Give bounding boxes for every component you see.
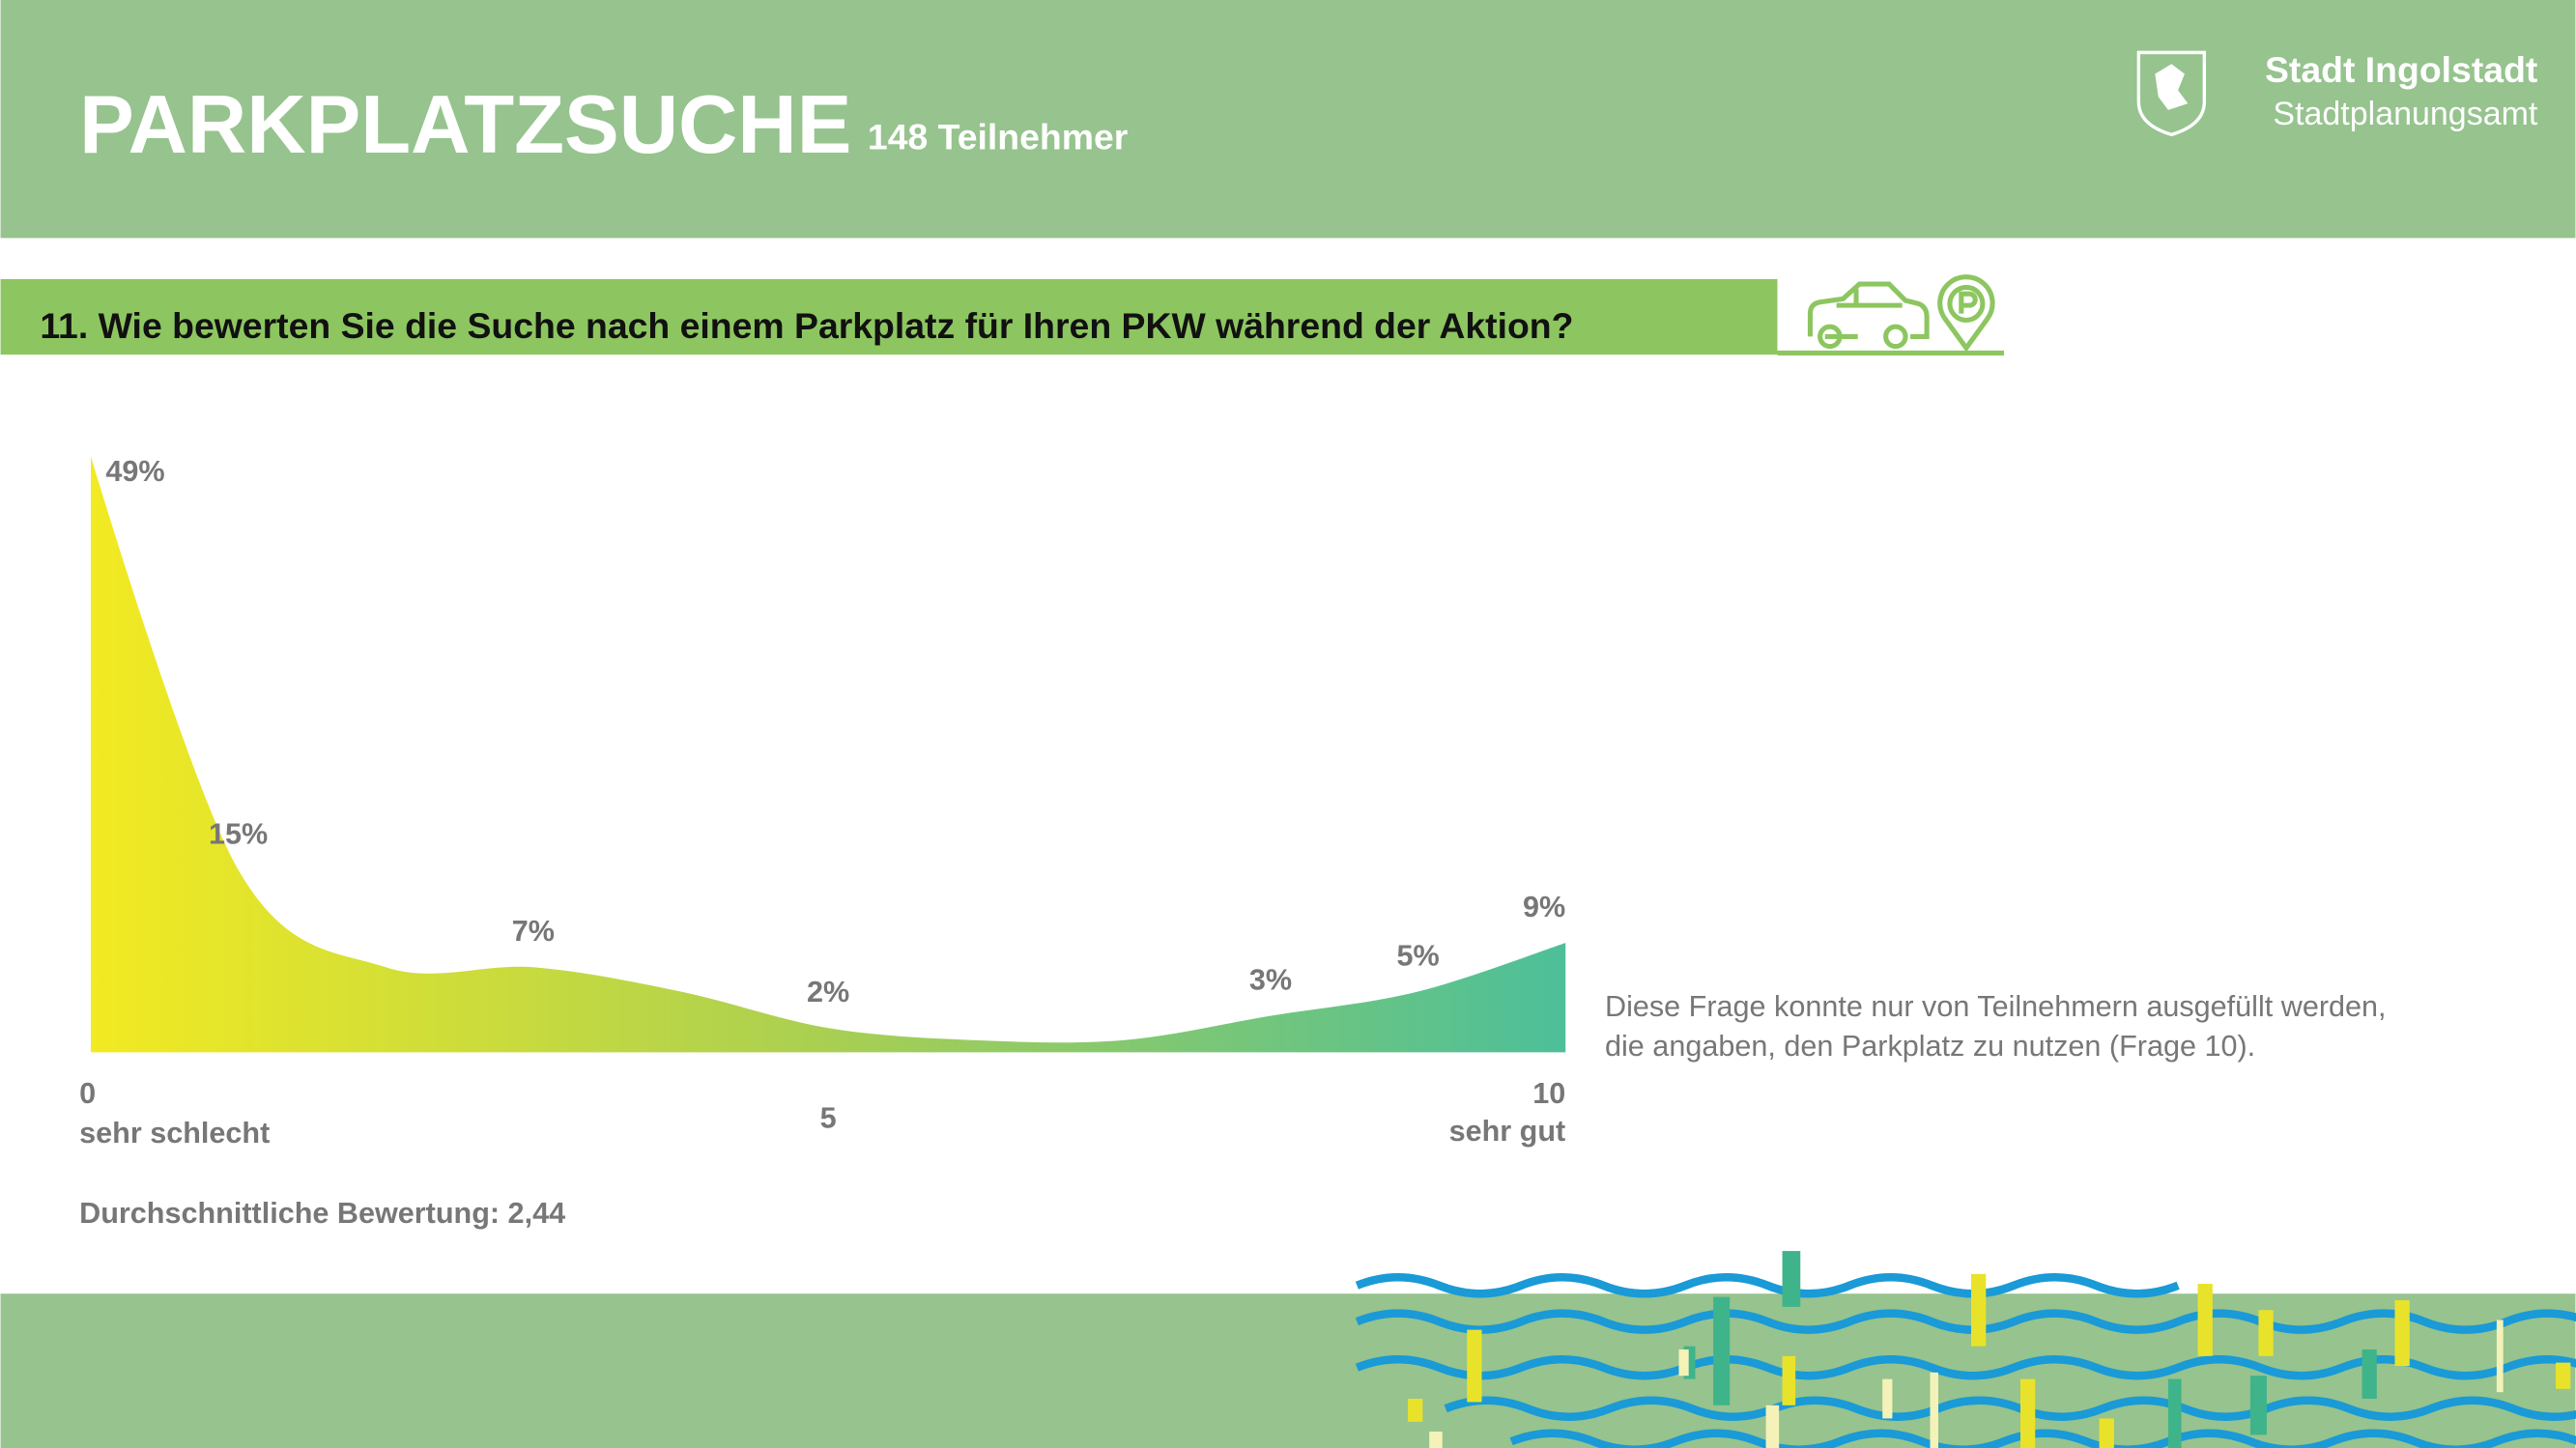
- participants: 148 Teilnehmer: [868, 117, 1128, 157]
- logo-animal: [2155, 64, 2189, 110]
- plot: 49% 15% 7% 2% 3% 5% 9% 0 5 10 sehr schlecht sehr gu…: [79, 455, 1566, 1150]
- footer-decoration: [1355, 1251, 2576, 1448]
- logo: [2136, 50, 2207, 137]
- note-line: Diese Frage konnte nur von Teilnehmern a…: [1605, 990, 2387, 1023]
- value-label: 5%: [1397, 939, 1440, 972]
- question: 11. Wie bewerten Sie die Suche nach eine…: [40, 305, 1573, 346]
- value-label: 3%: [1249, 963, 1292, 996]
- value-label: 15%: [209, 817, 268, 850]
- value-label: 49%: [105, 455, 164, 488]
- footer-band: [0, 1293, 2576, 1448]
- value-label: 7%: [512, 915, 555, 948]
- value-label: 9%: [1523, 891, 1565, 923]
- x-end-label: sehr schlecht: [79, 1117, 270, 1150]
- average: Durchschnittliche Bewertung: 2,44: [79, 1197, 565, 1230]
- x-tick-label: 0: [79, 1077, 96, 1110]
- car-icon: [1807, 281, 1930, 350]
- note-line: die angaben, den Parkplatz zu nutzen (Fr…: [1605, 1030, 2255, 1063]
- area: [91, 456, 1566, 1053]
- question-band: [0, 278, 1778, 355]
- parking-icon: [1937, 274, 1995, 353]
- x-end-label: sehr gut: [1449, 1115, 1566, 1148]
- value-label: 2%: [807, 976, 849, 1008]
- x-tick-label: 10: [1532, 1077, 1565, 1110]
- x-tick-label: 5: [820, 1102, 837, 1135]
- org-name: Stadt Ingolstadt: [2265, 49, 2537, 90]
- title: PARKPLATZSUCHE: [79, 79, 851, 171]
- department: Stadtplanungsamt: [2273, 96, 2538, 132]
